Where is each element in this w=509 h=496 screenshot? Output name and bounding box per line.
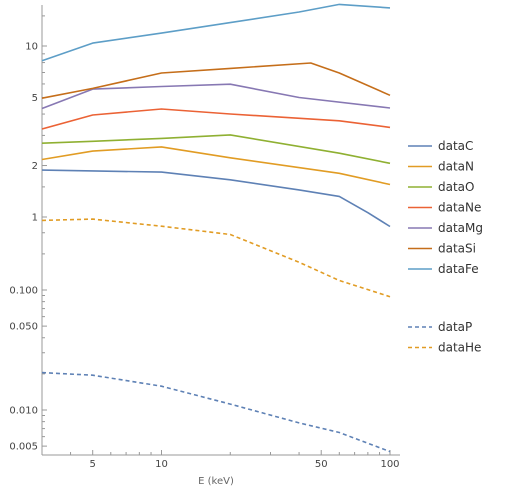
legend-label-dataP: dataP — [438, 320, 472, 334]
series-line-dataNe — [41, 108, 391, 130]
legend-label-dataHe: dataHe — [438, 341, 481, 355]
legend-label-dataSi: dataSi — [438, 242, 476, 256]
y-tick-label: 2 — [32, 161, 38, 172]
legend-label-dataNe: dataNe — [438, 201, 481, 215]
axes — [41, 5, 400, 456]
x-tick-label: 50 — [315, 459, 328, 470]
y-tick-label: 10 — [25, 42, 38, 53]
legend-label-dataN: dataN — [438, 160, 474, 174]
x-tick-label: 5 — [90, 459, 96, 470]
y-tick-label: 5 — [32, 93, 38, 104]
series-line-dataFe — [41, 3, 391, 62]
series-line-dataSi — [41, 62, 391, 99]
series-line-dataO — [41, 134, 391, 165]
x-tick-label: 100 — [380, 459, 399, 470]
series-line-dataMg — [41, 83, 391, 110]
series-line-dataC — [41, 169, 391, 228]
legend-label-dataO: dataO — [438, 180, 474, 194]
tick-marks: 5 10 50 100 0.005 0.010 0.050 0.100 1 2 5 10 — [9, 15, 400, 470]
series-lines — [41, 3, 391, 453]
y-tick-label: 0.050 — [9, 322, 38, 333]
series-line-dataN — [41, 146, 391, 186]
legend: dataC dataN dataO dataNe dataMg dataSi dataFe d… — [408, 139, 483, 355]
legend-label-dataMg: dataMg — [438, 221, 483, 235]
series-line-dataHe — [41, 218, 391, 298]
x-axis-title: E (keV) — [198, 476, 234, 487]
x-tick-label: 10 — [155, 459, 168, 470]
series-line-dataP — [41, 371, 391, 453]
legend-label-dataFe: dataFe — [438, 262, 479, 276]
y-tick-label: 1 — [32, 213, 38, 224]
y-tick-label: 0.010 — [9, 406, 38, 417]
legend-label-dataC: dataC — [438, 139, 473, 153]
y-tick-label: 0.005 — [9, 442, 38, 453]
y-tick-label: 0.100 — [9, 286, 38, 297]
